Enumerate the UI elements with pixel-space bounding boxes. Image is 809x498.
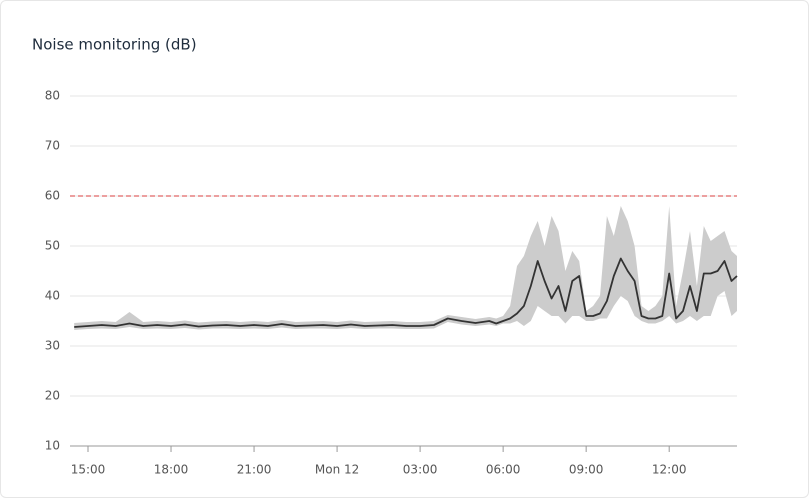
x-tick-label: 12:00 — [652, 463, 687, 477]
y-tick-label: 10 — [45, 439, 60, 453]
x-tick-label: 15:00 — [71, 463, 106, 477]
x-tick-label: 06:00 — [486, 463, 521, 477]
x-tick-label: 09:00 — [569, 463, 604, 477]
y-tick-label: 50 — [45, 239, 60, 253]
y-tick-label: 80 — [45, 89, 60, 103]
chart-title: Noise monitoring (dB) — [32, 36, 197, 54]
x-tick-label: 21:00 — [237, 463, 272, 477]
x-tick-label: 18:00 — [154, 463, 189, 477]
range-band — [74, 206, 737, 330]
y-tick-label: 20 — [45, 389, 60, 403]
y-tick-label: 40 — [45, 289, 60, 303]
y-tick-label: 60 — [45, 189, 60, 203]
mean-line — [74, 257, 738, 328]
x-tick-label: 03:00 — [403, 463, 438, 477]
y-tick-label: 30 — [45, 339, 60, 353]
y-tick-label: 70 — [45, 139, 60, 153]
x-tick-label: Mon 12 — [315, 463, 359, 477]
